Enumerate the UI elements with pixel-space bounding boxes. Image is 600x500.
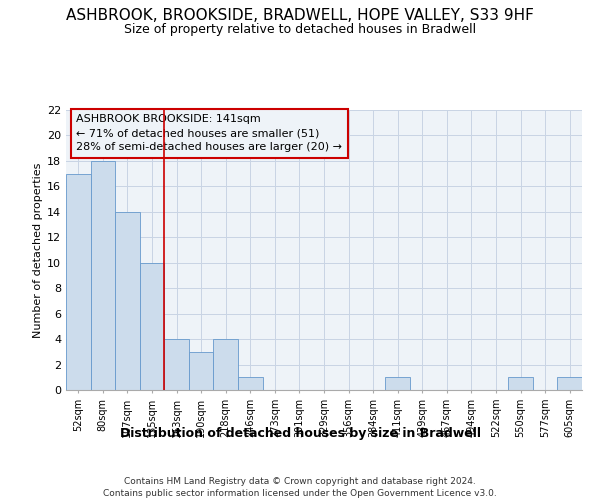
Y-axis label: Number of detached properties: Number of detached properties (33, 162, 43, 338)
Bar (385, 378, 410, 390)
Bar (508, 378, 533, 390)
Text: ASHBROOK BROOKSIDE: 141sqm
← 71% of detached houses are smaller (51)
28% of semi: ASHBROOK BROOKSIDE: 141sqm ← 71% of deta… (76, 114, 343, 152)
Bar (91, 161, 115, 390)
Bar (66, 174, 91, 390)
Bar (115, 212, 140, 390)
Bar (238, 378, 263, 390)
Text: ASHBROOK, BROOKSIDE, BRADWELL, HOPE VALLEY, S33 9HF: ASHBROOK, BROOKSIDE, BRADWELL, HOPE VALL… (66, 8, 534, 22)
Bar (164, 339, 189, 390)
Text: Distribution of detached houses by size in Bradwell: Distribution of detached houses by size … (119, 428, 481, 440)
Bar (189, 352, 214, 390)
Bar (557, 378, 582, 390)
Text: Size of property relative to detached houses in Bradwell: Size of property relative to detached ho… (124, 22, 476, 36)
Bar (140, 262, 164, 390)
Text: Contains HM Land Registry data © Crown copyright and database right 2024.
Contai: Contains HM Land Registry data © Crown c… (103, 476, 497, 498)
Bar (214, 339, 238, 390)
